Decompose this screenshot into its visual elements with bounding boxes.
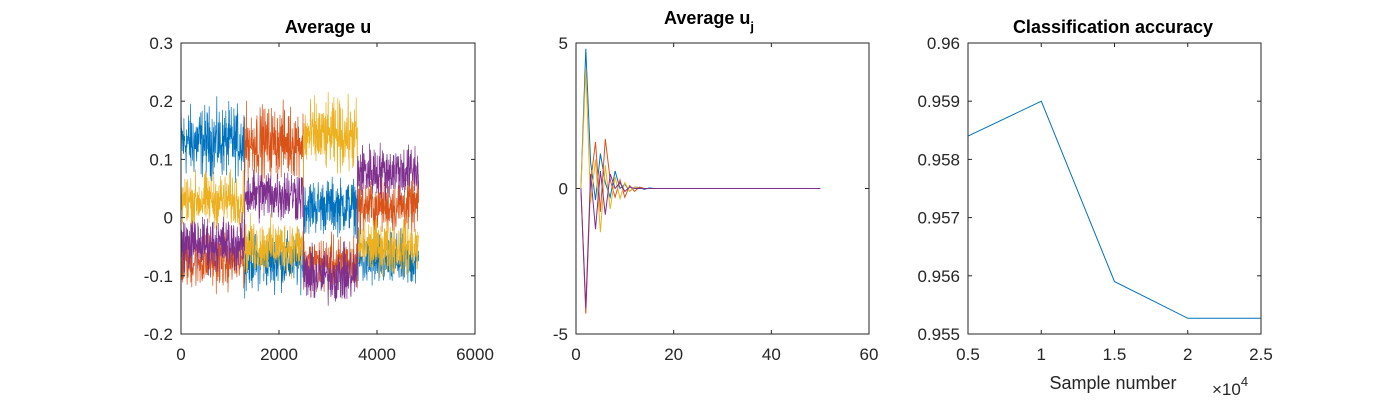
x-tick-label: 4000 [358, 345, 396, 364]
y-tick-label: -5 [553, 325, 568, 344]
x-tick-label: 0 [176, 345, 185, 364]
panel-2-plot-area [580, 48, 821, 314]
panel-1-title: Average u [285, 17, 371, 37]
x-tick-label: 0 [571, 345, 580, 364]
series-yellow-line [580, 69, 821, 233]
panel-3-x-exponent-power: 4 [1241, 374, 1248, 389]
panel-2-title-subscript: j [749, 19, 754, 34]
x-tick-label: 1 [1037, 345, 1046, 364]
x-tick-label: 2000 [260, 345, 298, 364]
y-tick-label: 0.955 [917, 325, 960, 344]
series-purple-line [580, 170, 821, 308]
y-tick-label: -0.1 [144, 267, 173, 286]
x-tick-label: 2.5 [1249, 345, 1273, 364]
panel-3-axes: 0.5 1 1.5 2 2.5 0.955 0.956 0.957 0.958 0.959 0.96 [917, 34, 1272, 364]
accuracy-line [967, 100, 1261, 319]
panel-3-title: Classification accuracy [1013, 17, 1213, 37]
y-tick-label: 0.96 [927, 34, 960, 53]
series-blue-line [580, 48, 821, 201]
series-orange-line [580, 138, 821, 314]
panel-1-axes: 0 2000 4000 6000 -0.2 -0.1 0 0.1 0.2 0.3 [144, 34, 494, 364]
y-tick-label: 0.956 [917, 267, 960, 286]
series-yellow-line [180, 91, 419, 279]
panel-average-u: Average u 0 2000 4000 6000 -0.2 -0.1 0 0.1 0.2 0.… [144, 17, 494, 364]
panel-2-title-main: Average u [664, 8, 750, 28]
panel-2-title: Average uj [664, 8, 754, 34]
series-purple-line [180, 142, 419, 306]
y-tick-label: 0.959 [917, 92, 960, 111]
x-tick-label: 6000 [456, 345, 494, 364]
y-tick-label: 0.957 [917, 209, 960, 228]
y-tick-label: 0.3 [149, 34, 173, 53]
panel-3-x-exponent: ×104 [1212, 374, 1248, 399]
y-tick-label: 0.1 [149, 150, 173, 169]
panel-3-axes-box [967, 42, 1262, 335]
panel-3-x-exponent-base: ×10 [1212, 380, 1241, 399]
x-tick-label: 60 [860, 345, 879, 364]
panel-1-plot-area [180, 91, 419, 306]
panel-3-xlabel: Sample number [1049, 373, 1176, 393]
y-tick-label: 0.2 [149, 92, 173, 111]
x-tick-label: 2 [1183, 345, 1192, 364]
x-tick-label: 20 [664, 345, 683, 364]
panel-1-axes-box [180, 42, 476, 335]
panel-classification-accuracy: Classification accuracy 0.5 1 1.5 2 2.5 0.955… [917, 17, 1272, 399]
y-tick-label: 0.958 [917, 150, 960, 169]
x-tick-label: 0.5 [956, 345, 980, 364]
y-tick-label: -0.2 [144, 325, 173, 344]
y-tick-label: 0 [559, 180, 568, 199]
y-tick-label: 0 [164, 209, 173, 228]
panel-2-axes: 0 20 40 60-505 [553, 34, 879, 364]
panel-3-plot-area [967, 100, 1261, 319]
x-tick-label: 1.5 [1103, 345, 1127, 364]
x-tick-label: 40 [762, 345, 781, 364]
y-tick-label: 5 [559, 34, 568, 53]
panel-average-uj: Average uj 0 20 40 60-505 [553, 8, 879, 364]
